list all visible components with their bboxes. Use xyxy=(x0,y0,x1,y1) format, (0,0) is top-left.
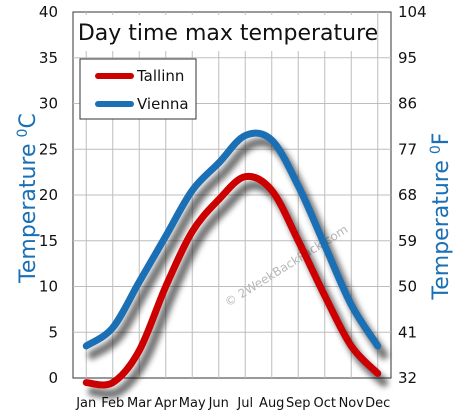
x-tick-label: Jan xyxy=(75,396,96,411)
legend-box xyxy=(79,58,197,120)
right-axis-title: Temperature xyxy=(429,160,454,300)
x-tick-label: Jul xyxy=(236,396,253,411)
x-tick-label: Jun xyxy=(208,396,229,411)
right-axis-label: Temperature 0F xyxy=(428,133,454,301)
x-tick-label: May xyxy=(179,396,206,411)
y-tick-left: 0 xyxy=(48,369,58,387)
x-tick-label: Aug xyxy=(259,396,284,411)
left-axis-unit: C xyxy=(16,113,41,128)
y-tick-right: 86 xyxy=(398,95,417,113)
left-axis-degree: 0 xyxy=(15,129,31,138)
x-tick-label: Mar xyxy=(127,396,152,411)
series-line-tallinn xyxy=(82,172,382,389)
x-tick-label: Nov xyxy=(339,396,365,411)
chart-title: Day time max temperature xyxy=(78,21,378,46)
series-line-vienna xyxy=(82,129,382,350)
x-tick-label: Dec xyxy=(365,396,390,411)
svg-text:Temperature0F: Temperature 0F xyxy=(428,133,454,301)
right-axis-degree: 0 xyxy=(428,145,444,154)
y-tick-left: 35 xyxy=(39,49,58,67)
x-tick-label: Sep xyxy=(286,396,311,411)
y-tick-right: 32 xyxy=(398,369,417,387)
right-axis-unit: F xyxy=(429,133,454,146)
y-tick-right: 59 xyxy=(398,232,417,250)
legend-label-tallinn: Tallinn xyxy=(136,67,184,85)
left-axis-label: Temperature 0C xyxy=(15,113,41,284)
y-tick-right: 68 xyxy=(398,186,417,204)
x-tick-label: Oct xyxy=(314,396,336,411)
left-axis-title: Temperature xyxy=(16,143,41,283)
y-tick-left: 40 xyxy=(39,3,58,21)
legend-label-vienna: Vienna xyxy=(137,95,189,113)
x-tick-label: Feb xyxy=(101,396,124,411)
y-tick-left: 5 xyxy=(48,323,58,341)
right-y-ticks: 32 41 50 59 68 77 86 95 104 xyxy=(398,3,427,387)
svg-text:Temperature0C: Temperature 0C xyxy=(15,113,41,284)
y-tick-left: 15 xyxy=(39,232,58,250)
y-tick-right: 41 xyxy=(398,323,417,341)
y-tick-left: 25 xyxy=(39,140,58,158)
legend: Tallinn Vienna xyxy=(79,58,197,120)
left-y-ticks: 0 5 10 15 20 25 30 35 40 xyxy=(39,3,58,387)
y-tick-left: 20 xyxy=(39,186,58,204)
x-tick-label: Apr xyxy=(155,396,178,411)
y-tick-right: 50 xyxy=(398,278,417,296)
x-ticks: Jan Feb Mar Apr May Jun Jul Aug Sep Oct Nov Dec xyxy=(75,396,390,411)
title-box xyxy=(80,15,377,51)
y-tick-left: 30 xyxy=(39,95,58,113)
y-tick-right: 77 xyxy=(398,140,417,158)
series-lines xyxy=(82,129,382,389)
y-tick-left: 10 xyxy=(39,278,58,296)
y-tick-right: 104 xyxy=(398,3,427,21)
y-tick-right: 95 xyxy=(398,49,417,67)
